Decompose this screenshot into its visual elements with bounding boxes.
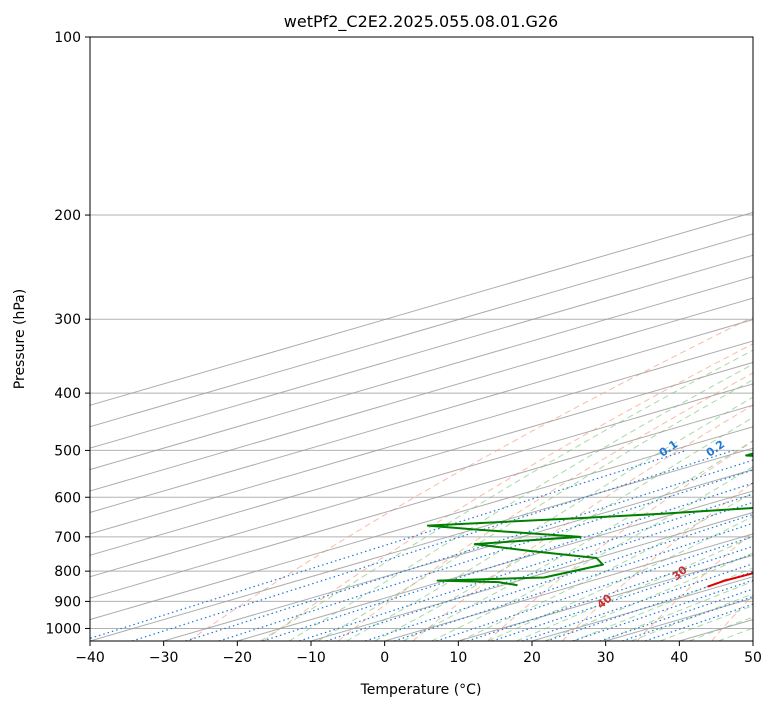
dry-adiabat bbox=[188, 316, 753, 641]
dry-adiabat bbox=[487, 440, 753, 641]
y-tick-label: 900 bbox=[54, 594, 81, 610]
y-tick-label: 400 bbox=[54, 386, 81, 402]
y-tick-label: 800 bbox=[54, 564, 81, 580]
isotherm bbox=[90, 254, 753, 449]
chart-title: wetPf2_C2E2.2025.055.08.01.G26 bbox=[284, 12, 558, 32]
mixing-ratio-line bbox=[131, 449, 734, 641]
moist-adiabat bbox=[317, 379, 753, 641]
x-tick-label: 0 bbox=[380, 650, 389, 666]
axes: −40 −30 −20 −10 0 10 20 30 40 50 1000 900 800 700 600 5… bbox=[45, 30, 762, 666]
x-tick-label: −10 bbox=[296, 650, 326, 666]
x-tick-label: −40 bbox=[75, 650, 105, 666]
isotherm bbox=[90, 447, 753, 641]
isotherm bbox=[90, 383, 753, 578]
y-tick-label: 700 bbox=[54, 530, 81, 546]
isotherm bbox=[90, 276, 753, 471]
y-tick-label: 200 bbox=[54, 208, 81, 224]
moist-adiabat bbox=[516, 535, 753, 641]
moist-adiabat bbox=[288, 363, 753, 641]
isotherm bbox=[90, 297, 753, 492]
mixing-ratio-line bbox=[622, 595, 753, 641]
isotherm bbox=[90, 404, 753, 599]
moist-adiabat bbox=[602, 580, 753, 641]
dry-adiabat bbox=[561, 482, 753, 641]
y-tick-label: 1000 bbox=[45, 621, 81, 637]
y-axis-title: Pressure (hPa) bbox=[12, 289, 28, 389]
mixing-ratio-line bbox=[218, 469, 753, 641]
isotherm bbox=[310, 511, 753, 641]
plot-frame bbox=[89, 36, 754, 642]
isotherm bbox=[90, 426, 753, 621]
isotherm bbox=[90, 319, 753, 513]
x-tick-label: 40 bbox=[670, 650, 688, 666]
moist-adiabat bbox=[346, 396, 753, 641]
y-tick-label: 600 bbox=[54, 490, 81, 506]
x-axis-title: Temperature (°C) bbox=[360, 682, 482, 698]
y-tick-label: 100 bbox=[54, 30, 81, 46]
isotherm bbox=[90, 211, 753, 406]
x-tick-label: −30 bbox=[149, 650, 179, 666]
moist-adiabat bbox=[431, 466, 753, 641]
isotherm bbox=[90, 233, 753, 428]
mixing-ratio-line bbox=[644, 603, 753, 641]
mixing-ratio-line bbox=[467, 545, 753, 641]
mixing-ratio-line bbox=[90, 449, 687, 640]
mixing-ratio-line bbox=[299, 493, 753, 641]
mixing-ratio-line bbox=[599, 588, 753, 641]
y-tick-label: 300 bbox=[54, 312, 81, 328]
y-tick-label: 500 bbox=[54, 443, 81, 459]
isotherm bbox=[90, 361, 753, 556]
x-tick-label: 50 bbox=[744, 650, 762, 666]
x-tick-label: 20 bbox=[523, 650, 541, 666]
x-tick-label: 10 bbox=[449, 650, 467, 666]
x-tick-label: −20 bbox=[223, 650, 253, 666]
mixing-ratio-line bbox=[185, 459, 753, 641]
plot-area bbox=[90, 37, 753, 641]
dewpoint-profile bbox=[426, 452, 753, 587]
mixing-ratio-line bbox=[325, 501, 753, 641]
isotherm bbox=[163, 469, 753, 641]
moist-adiabat bbox=[259, 349, 753, 641]
mixing-ratio-line bbox=[436, 535, 753, 641]
isotherm bbox=[384, 533, 753, 641]
moist-adiabat bbox=[487, 515, 753, 641]
mixing-ratio-line bbox=[572, 579, 753, 641]
isotherm bbox=[237, 490, 753, 641]
dry-adiabat bbox=[263, 343, 753, 641]
moist-adiabat bbox=[402, 440, 753, 641]
x-tick-label: 30 bbox=[597, 650, 615, 666]
